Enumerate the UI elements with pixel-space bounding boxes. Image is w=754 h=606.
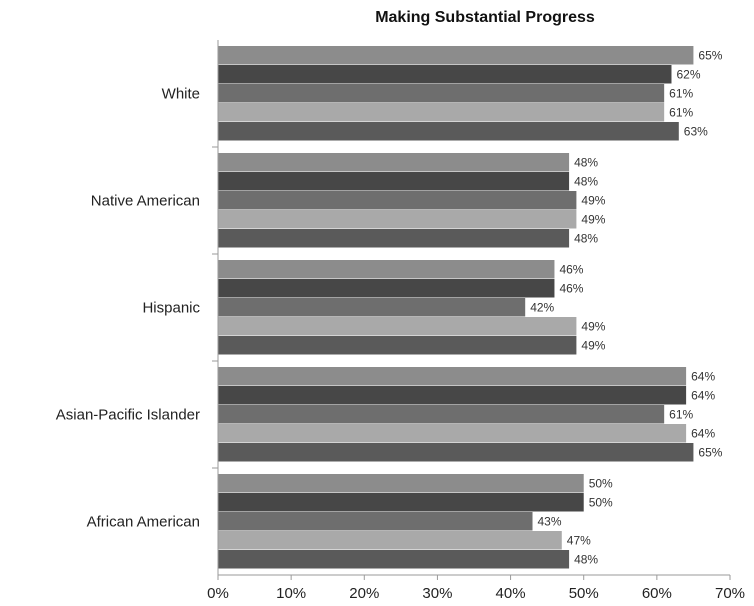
data-label: 61% [669, 106, 693, 120]
data-labels: 65% 62% 61% 61% 63% 48% 48% 49% 49% 48% 46% 46% 42% 4… [530, 49, 723, 567]
data-label: 48% [574, 232, 598, 246]
bar [218, 65, 672, 84]
bar [218, 317, 577, 336]
category-label: White [162, 86, 200, 103]
data-label: 48% [574, 156, 598, 170]
category-label: Hispanic [142, 300, 200, 317]
bar [218, 550, 570, 569]
bar [218, 260, 555, 279]
x-tick-label: 0% [207, 585, 229, 602]
bar [218, 153, 570, 172]
bars-group [218, 46, 694, 569]
data-label: 61% [669, 408, 693, 422]
data-label: 46% [559, 282, 583, 296]
bar [218, 210, 577, 229]
x-tick-label: 40% [496, 585, 526, 602]
data-label: 64% [691, 370, 715, 384]
data-label: 50% [589, 477, 613, 491]
data-label: 42% [530, 301, 554, 315]
data-label: 47% [567, 534, 591, 548]
axes [212, 40, 731, 580]
data-label: 64% [691, 389, 715, 403]
x-tick-label: 20% [349, 585, 379, 602]
x-tick-labels: 0% 10% 20% 30% 40% 50% 60% 70% [207, 585, 745, 602]
bar [218, 229, 570, 248]
bar [218, 46, 694, 65]
bar [218, 386, 687, 405]
data-label: 61% [669, 87, 693, 101]
bar [218, 531, 562, 550]
x-tick-label: 30% [422, 585, 452, 602]
data-label: 65% [698, 446, 722, 460]
data-label: 65% [698, 49, 722, 63]
bar [218, 474, 584, 493]
bar [218, 298, 526, 317]
data-label: 48% [574, 175, 598, 189]
data-label: 62% [676, 68, 700, 82]
bar [218, 279, 555, 298]
data-label: 63% [684, 125, 708, 139]
category-label: Asian-Pacific Islander [56, 407, 200, 424]
data-label: 49% [581, 194, 605, 208]
data-label: 64% [691, 427, 715, 441]
x-tick-label: 50% [569, 585, 599, 602]
bar [218, 512, 533, 531]
bar [218, 405, 665, 424]
data-label: 46% [559, 263, 583, 277]
bar [218, 84, 665, 103]
category-label: Native American [91, 193, 200, 210]
bar [218, 103, 665, 122]
data-label: 43% [538, 515, 562, 529]
data-label: 50% [589, 496, 613, 510]
category-labels: White Native American Hispanic Asian-Pacifi… [56, 86, 201, 531]
x-tick-label: 60% [642, 585, 672, 602]
bar [218, 122, 679, 141]
data-label: 49% [581, 213, 605, 227]
bar [218, 336, 577, 355]
chart-title: Making Substantial Progress [375, 9, 595, 26]
x-tick-label: 10% [276, 585, 306, 602]
bar [218, 367, 687, 386]
data-label: 49% [581, 320, 605, 334]
bar [218, 172, 570, 191]
bar [218, 424, 687, 443]
category-label: African American [87, 514, 200, 531]
bar [218, 191, 577, 210]
data-label: 49% [581, 339, 605, 353]
data-label: 48% [574, 553, 598, 567]
bar [218, 493, 584, 512]
bar [218, 443, 694, 462]
x-tick-label: 70% [715, 585, 745, 602]
